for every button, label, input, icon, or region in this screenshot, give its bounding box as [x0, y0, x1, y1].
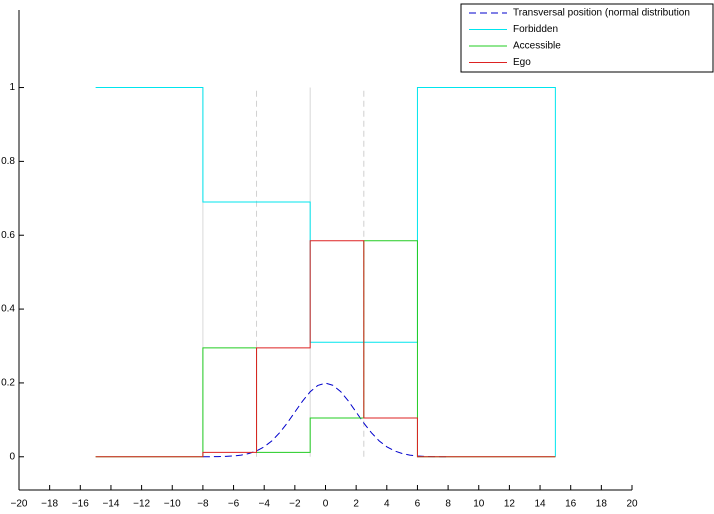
y-tick-label: 0.2	[1, 378, 15, 389]
x-tick-label: 12	[504, 499, 516, 510]
x-tick-label: 20	[626, 499, 638, 510]
x-tick-label: 4	[384, 499, 390, 510]
y-tick-label: 1	[9, 82, 15, 93]
x-tick-label: −20	[11, 499, 28, 510]
x-tick-label: −8	[197, 499, 209, 510]
x-tick-label: −16	[72, 499, 89, 510]
x-tick-label: 16	[565, 499, 577, 510]
series-line	[95, 240, 556, 458]
x-tick-label: −10	[164, 499, 181, 510]
x-tick-label: 10	[473, 499, 485, 510]
y-tick-label: 0.4	[1, 304, 15, 315]
y-tick-label: 0.8	[1, 156, 15, 167]
x-tick-label: −12	[133, 499, 150, 510]
x-tick-label: −4	[258, 499, 270, 510]
x-tick-label: 0	[323, 499, 329, 510]
x-tick-label: −6	[228, 499, 240, 510]
x-tick-label: 14	[534, 499, 546, 510]
y-tick-label: 0.6	[1, 230, 15, 241]
x-tick-label: 18	[596, 499, 608, 510]
series-line	[95, 240, 556, 458]
y-tick-label: 0	[9, 451, 15, 462]
x-tick-label: 8	[445, 499, 451, 510]
legend-label: Forbidden	[513, 24, 558, 35]
series-line	[95, 87, 556, 457]
series-line	[202, 382, 449, 458]
legend-label: Ego	[513, 57, 531, 68]
legend-box	[460, 3, 714, 73]
x-tick-label: −2	[289, 499, 301, 510]
x-tick-label: −14	[102, 499, 119, 510]
x-tick-label: −18	[41, 499, 58, 510]
x-tick-label: 6	[415, 499, 421, 510]
legend-label: Accessible	[513, 41, 561, 52]
legend-label: Transversal position (normal distributio…	[513, 8, 690, 19]
x-tick-label: 2	[353, 499, 359, 510]
